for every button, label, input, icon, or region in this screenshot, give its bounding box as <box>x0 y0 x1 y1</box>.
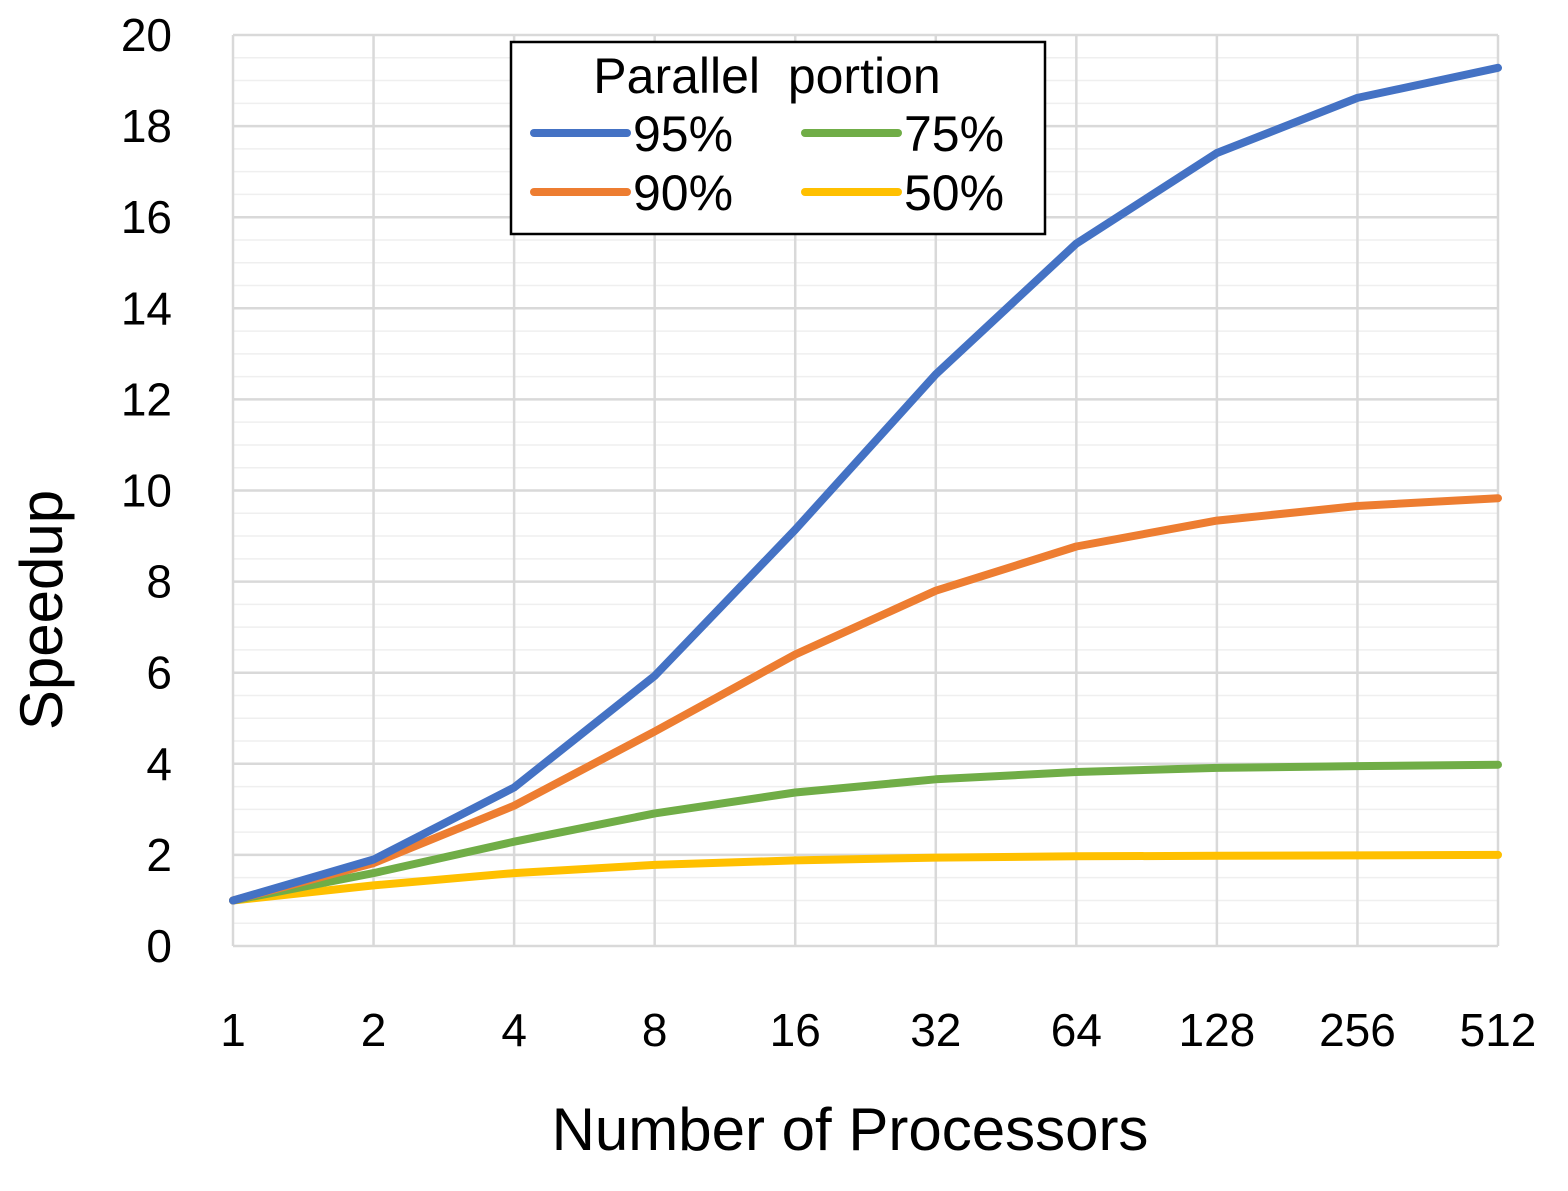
data-point-75pct <box>373 872 375 874</box>
data-point-95pct <box>232 899 234 901</box>
x-tick-label: 256 <box>1319 1004 1396 1056</box>
data-point-95pct <box>935 373 937 375</box>
y-tick-label: 16 <box>121 191 172 243</box>
series-line-75pct <box>229 760 1502 905</box>
legend: Parallel portion 95%90% 75%50% <box>509 40 1047 236</box>
x-tick-label: 8 <box>642 1004 668 1056</box>
y-tick-label: 2 <box>146 829 172 881</box>
x-tick-label: 4 <box>501 1004 527 1056</box>
data-point-50pct <box>1497 854 1499 856</box>
y-tick-labels: 0 2 4 6 8 10 12 14 16 18 20 <box>121 9 172 972</box>
legend-label: 90% <box>633 165 733 221</box>
data-point-90pct <box>1497 497 1499 499</box>
y-tick-label: 4 <box>146 738 172 790</box>
data-point-95pct <box>1497 67 1499 69</box>
legend-label: 50% <box>904 165 1004 221</box>
x-tick-label: 1 <box>220 1004 246 1056</box>
series-line-50pct <box>229 850 1502 905</box>
series-line-90pct <box>229 494 1502 905</box>
data-point-75pct <box>794 791 796 793</box>
x-axis-title: Number of Processors <box>552 1096 1149 1163</box>
y-tick-label: 6 <box>146 647 172 699</box>
data-point-50pct <box>513 872 515 874</box>
x-tick-label: 128 <box>1179 1004 1256 1056</box>
y-tick-label: 18 <box>121 100 172 152</box>
data-point-75pct <box>513 841 515 843</box>
y-tick-label: 14 <box>121 282 172 334</box>
x-tick-label: 16 <box>770 1004 821 1056</box>
data-point-95pct <box>373 858 375 860</box>
data-point-50pct <box>1356 854 1358 856</box>
data-point-75pct <box>1075 771 1077 773</box>
y-tick-label: 12 <box>121 373 172 425</box>
data-point-75pct <box>654 812 656 814</box>
y-tick-label: 20 <box>121 9 172 61</box>
y-axis-title: Speedup <box>8 490 75 730</box>
data-point-50pct <box>1075 855 1077 857</box>
data-point-90pct <box>1356 505 1358 507</box>
x-tick-label: 512 <box>1460 1004 1537 1056</box>
y-tick-label: 10 <box>121 465 172 517</box>
legend-box <box>509 40 1047 236</box>
legend-label: 95% <box>633 106 733 162</box>
x-tick-label: 64 <box>1051 1004 1102 1056</box>
data-point-90pct <box>794 653 796 655</box>
data-point-90pct <box>513 805 515 807</box>
legend-title: Parallel portion <box>593 48 940 104</box>
data-point-50pct <box>654 864 656 866</box>
data-point-50pct <box>1216 855 1218 857</box>
data-point-90pct <box>654 730 656 732</box>
data-point-90pct <box>1216 520 1218 522</box>
data-point-75pct <box>935 778 937 780</box>
data-point-75pct <box>1216 767 1218 769</box>
series-line-95pct <box>229 63 1502 905</box>
x-tick-label: 2 <box>361 1004 387 1056</box>
data-point-75pct <box>1356 765 1358 767</box>
legend-label: 75% <box>904 106 1004 162</box>
data-point-50pct <box>794 859 796 861</box>
data-point-75pct <box>1497 764 1499 766</box>
data-point-95pct <box>654 675 656 677</box>
x-tick-labels: 1 2 4 8 16 32 64 128 256 512 <box>220 1004 1536 1056</box>
x-tick-label: 32 <box>910 1004 961 1056</box>
series-lines <box>229 63 1502 905</box>
y-tick-label: 0 <box>146 920 172 972</box>
data-point-90pct <box>935 590 937 592</box>
data-point-50pct <box>935 857 937 859</box>
data-point-95pct <box>1216 152 1218 154</box>
data-point-95pct <box>513 786 515 788</box>
data-point-95pct <box>794 529 796 531</box>
data-point-90pct <box>1075 546 1077 548</box>
data-point-95pct <box>1075 243 1077 245</box>
data-point-50pct <box>373 884 375 886</box>
data-point-95pct <box>1356 97 1358 99</box>
y-tick-label: 8 <box>146 556 172 608</box>
